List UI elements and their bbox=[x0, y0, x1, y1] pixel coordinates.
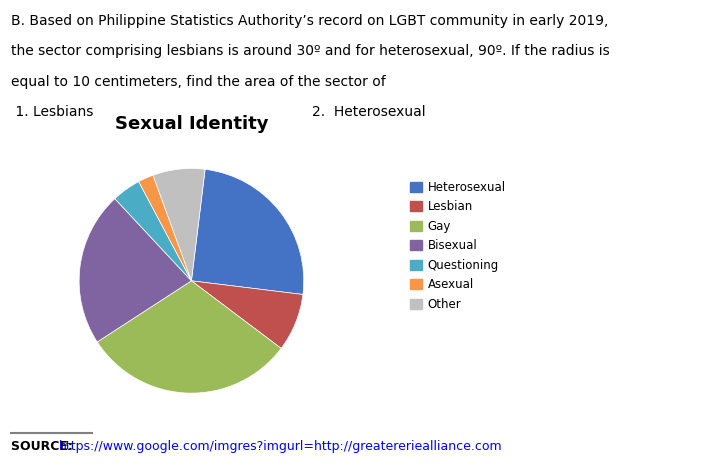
Text: https://www.google.com/imgres?imgurl=http://greatereriealliance.com: https://www.google.com/imgres?imgurl=htt… bbox=[59, 440, 503, 453]
Wedge shape bbox=[97, 281, 281, 393]
Wedge shape bbox=[139, 175, 191, 281]
Legend: Heterosexual, Lesbian, Gay, Bisexual, Questioning, Asexual, Other: Heterosexual, Lesbian, Gay, Bisexual, Qu… bbox=[410, 181, 506, 311]
Wedge shape bbox=[115, 182, 191, 281]
Text: the sector comprising lesbians is around 30º and for heterosexual, 90º. If the r: the sector comprising lesbians is around… bbox=[11, 44, 609, 58]
Text: 1. Lesbians: 1. Lesbians bbox=[11, 105, 93, 119]
Title: Sexual Identity: Sexual Identity bbox=[115, 115, 268, 133]
Wedge shape bbox=[191, 281, 303, 348]
Wedge shape bbox=[191, 169, 303, 294]
Text: equal to 10 centimeters, find the area of the sector of: equal to 10 centimeters, find the area o… bbox=[11, 75, 386, 89]
Text: 2.  Heterosexual: 2. Heterosexual bbox=[312, 105, 425, 119]
Text: SOURCE:: SOURCE: bbox=[11, 440, 77, 453]
Text: B. Based on Philippine Statistics Authority’s record on LGBT community in early : B. Based on Philippine Statistics Author… bbox=[11, 14, 608, 28]
Wedge shape bbox=[153, 168, 205, 281]
Wedge shape bbox=[79, 198, 191, 342]
